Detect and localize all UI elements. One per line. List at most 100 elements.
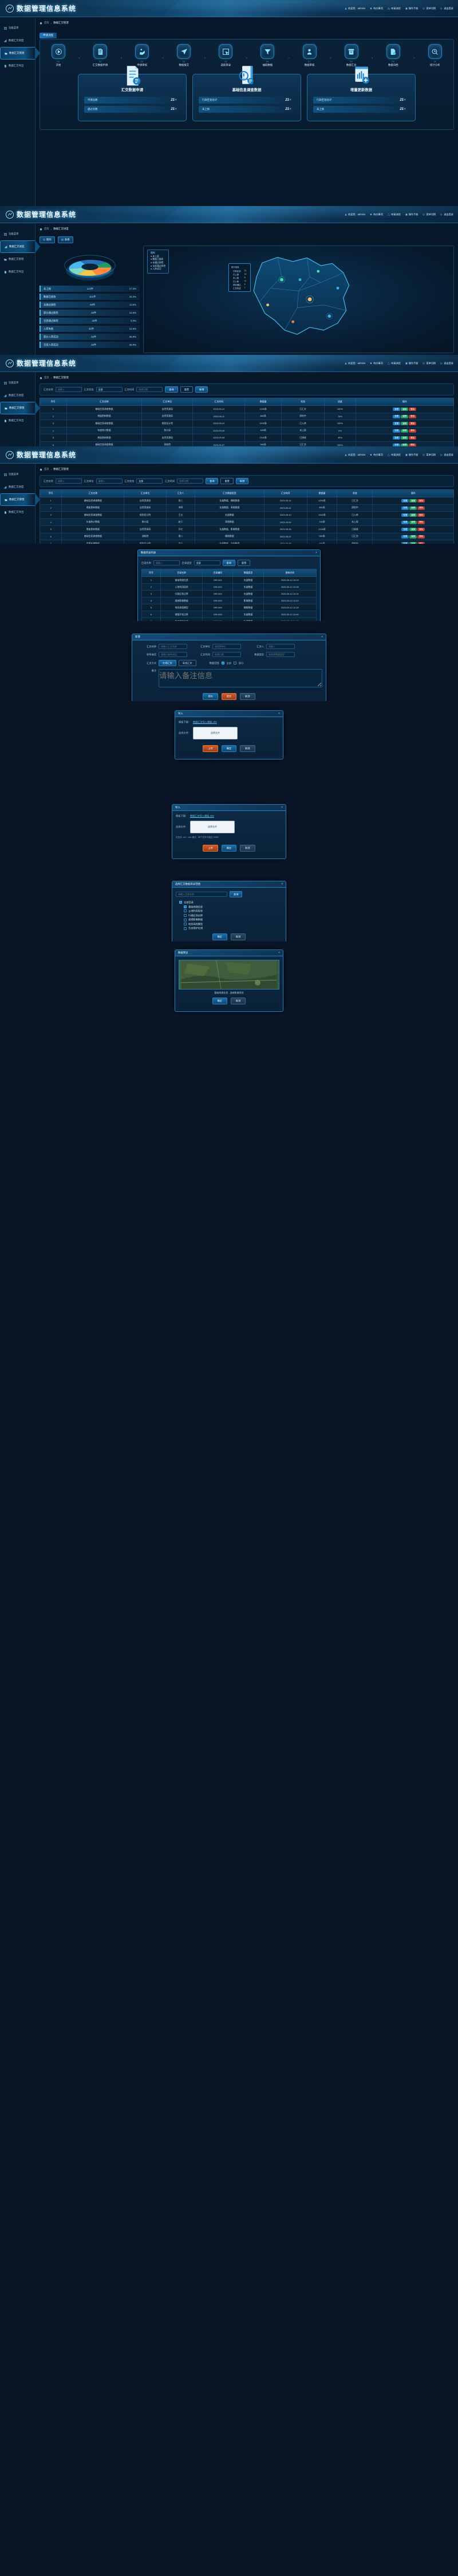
flow-step[interactable]: 09 数据归档: [378, 44, 408, 67]
top-menu-item-switch[interactable]: 菜单切换: [423, 453, 436, 457]
submit-button[interactable]: 提交: [221, 693, 237, 700]
tree-checkbox[interactable]: [184, 909, 187, 913]
table-row[interactable]: 2 土地利用现状 DIR-002 矢量数据 2023-05-12 10:25: [141, 583, 317, 591]
action-1[interactable]: 编辑: [409, 499, 417, 502]
tree-node[interactable]: 土地利用现状: [179, 909, 282, 913]
confirm-button[interactable]: 确定: [221, 745, 237, 752]
tree-checkbox[interactable]: [184, 913, 187, 917]
tree-checkbox[interactable]: [184, 905, 187, 908]
action-0[interactable]: 查看: [401, 499, 409, 502]
tree-node[interactable]: 行政区划边界: [179, 913, 282, 918]
action-2[interactable]: 删除: [417, 520, 425, 524]
add-button[interactable]: 新增: [195, 386, 208, 393]
stat-row[interactable]: 全部入库成功 82件 26.9%: [40, 342, 140, 348]
close-icon[interactable]: ×: [278, 712, 280, 715]
top-menu-item-todo[interactable]: 待办事项: [370, 7, 383, 10]
person-field[interactable]: [266, 644, 295, 649]
dir-type-select[interactable]: [194, 560, 220, 565]
flow-step[interactable]: 06 抽取数据: [252, 44, 282, 67]
province-map[interactable]: [144, 246, 453, 353]
dialog-add[interactable]: 新增 × 汇交名称 汇交单位 汇交人 联系电话 汇交时间 数据类型 汇交方式: [132, 634, 326, 707]
stat-row[interactable]: 入库失败 82件 12.5%: [40, 326, 140, 332]
table-row[interactable]: 5 地形高程模型 DIR-005 栅格数据 2023-05-12 11:18: [141, 604, 317, 611]
action-0[interactable]: 查看: [393, 436, 401, 440]
checkbox-all[interactable]: [221, 662, 224, 664]
table-row[interactable]: 3 基础信息调查数据 规划设计院 2023-05-10 1532条 已入库 100% 查看 编辑…: [40, 420, 455, 428]
table-row[interactable]: 6 基础信息调查数据 测绘院 2023-05-07 980条 已汇交 100% 查看 编辑 删除: [40, 441, 455, 446]
action-1[interactable]: 编辑: [409, 535, 417, 539]
top-menu-item-manual[interactable]: 操作手册: [405, 213, 418, 216]
stat-row[interactable]: 未上报 113件 17.2%: [40, 286, 140, 292]
filter-unit-input[interactable]: [96, 478, 123, 484]
search-button[interactable]: 查询: [206, 478, 219, 484]
top-menu-item-user[interactable]: 欢迎您：admins: [345, 7, 365, 10]
dialog-import-a[interactable]: 导入 × 模板下载： 数据汇交导入模板.xlsx 选择文件： 选择文件 上传 确…: [175, 710, 283, 759]
stat-row[interactable]: 部分通过质检 82件 12.5%: [40, 310, 140, 316]
top-menu-item-user[interactable]: 欢迎您：admins: [345, 213, 365, 216]
action-0[interactable]: 查看: [401, 506, 409, 510]
upload-button[interactable]: 上传: [203, 845, 218, 852]
search-button[interactable]: 查询: [165, 386, 178, 393]
top-menu-item-user[interactable]: 欢迎您：admins: [345, 362, 365, 365]
tree-node[interactable]: 遥感影像数据: [179, 917, 282, 922]
unit-field[interactable]: [212, 644, 241, 649]
home-icon[interactable]: [40, 468, 42, 471]
card-apply[interactable]: 汇交数据申请 申请总数 21个 通过总数 21个: [78, 66, 187, 121]
confirm-button[interactable]: 确定: [212, 998, 227, 1004]
action-0[interactable]: 查看: [393, 429, 401, 433]
dialog-preview[interactable]: 数据预览 × 基础地理信息 - 遥感影像预览 确定 取消: [175, 949, 283, 1012]
top-menu-item-todo[interactable]: 待办事项: [370, 453, 383, 457]
add-button[interactable]: 新增: [235, 478, 249, 484]
sidebar-item-menu[interactable]: 功能菜单: [0, 22, 35, 34]
top-menu-item-manual[interactable]: 操作手册: [405, 7, 418, 10]
action-0[interactable]: 查看: [393, 407, 401, 411]
close-icon[interactable]: ×: [278, 951, 280, 955]
action-1[interactable]: 编辑: [401, 436, 409, 440]
filter-status-select[interactable]: [96, 387, 123, 392]
top-menu-item-user[interactable]: 欢迎您：admins: [345, 453, 365, 457]
action-2[interactable]: 删除: [417, 542, 425, 544]
top-menu-item-flow[interactable]: 申请流程: [388, 453, 401, 457]
action-1[interactable]: 编辑: [401, 414, 409, 418]
remark-textarea[interactable]: [159, 669, 322, 687]
table-row[interactable]: 1 基础地理信息 DIR-001 矢量数据 2023-05-12 10:22: [141, 576, 317, 584]
sidebar-item-manage[interactable]: 数据汇交管理: [0, 47, 40, 60]
radio-offline[interactable]: 离线汇交: [178, 660, 196, 666]
confirm-button[interactable]: 确定: [221, 845, 237, 852]
tree-search-input[interactable]: [176, 892, 227, 897]
file-upload-box[interactable]: 选择文件: [189, 821, 235, 833]
top-menu-item-switch[interactable]: 菜单切换: [423, 213, 436, 216]
table-row[interactable]: 5 增量更新数据 自然资源局 2023-05-08 2100条 已接收 45% 查看 编辑 删除: [40, 434, 455, 442]
action-1[interactable]: 编辑: [409, 520, 417, 524]
date-field[interactable]: [212, 652, 241, 657]
reset-button[interactable]: 重置: [180, 386, 194, 393]
card-increment[interactable]: 增量更新数据 行政区划总计 21个 未上报 21个: [307, 66, 416, 121]
action-0[interactable]: 查看: [393, 414, 401, 418]
save-button[interactable]: 保存: [203, 693, 218, 700]
action-2[interactable]: 删除: [409, 414, 417, 418]
action-2[interactable]: 删除: [417, 513, 425, 517]
action-2[interactable]: 删除: [417, 499, 425, 502]
action-0[interactable]: 查看: [401, 542, 409, 544]
top-menu-item-todo[interactable]: 待办事项: [370, 213, 383, 216]
type-field[interactable]: [266, 652, 295, 657]
sidebar-item-manage[interactable]: 数据汇交管理: [0, 493, 40, 506]
action-2[interactable]: 删除: [417, 506, 425, 510]
close-icon[interactable]: ×: [281, 883, 283, 886]
filter-date-input[interactable]: [136, 387, 163, 392]
dialog-import-b[interactable]: 导入 × 模板下载： 数据汇交导入模板.xlsx 选择文件： 选择文件 仅支持 …: [172, 804, 286, 859]
stat-row[interactable]: 部分入库成功 82件 26.9%: [40, 334, 140, 340]
name-field[interactable]: [159, 644, 187, 649]
action-0[interactable]: 查看: [401, 528, 409, 531]
tree-node[interactable]: 生态保护红线: [179, 926, 282, 931]
flow-step[interactable]: 07 数据审核: [295, 44, 325, 67]
cancel-button[interactable]: 取消: [231, 933, 246, 940]
action-1[interactable]: 编辑: [409, 506, 417, 510]
tree-checkbox[interactable]: [179, 901, 182, 904]
filter-status-select[interactable]: [136, 478, 163, 484]
card-survey[interactable]: 基础信息调查数据 行政区划总计 21个 未上报 21个: [192, 66, 301, 121]
sidebar-item-export[interactable]: 数据汇交导出: [0, 506, 35, 519]
table-row[interactable]: 5 增量更新数据 自然资源局 孙七 矢量数据、影像数据 2023-05-08 2100条 已接…: [39, 525, 454, 533]
reset-button[interactable]: 重置: [220, 478, 234, 484]
upload-button[interactable]: 上传: [203, 745, 218, 752]
